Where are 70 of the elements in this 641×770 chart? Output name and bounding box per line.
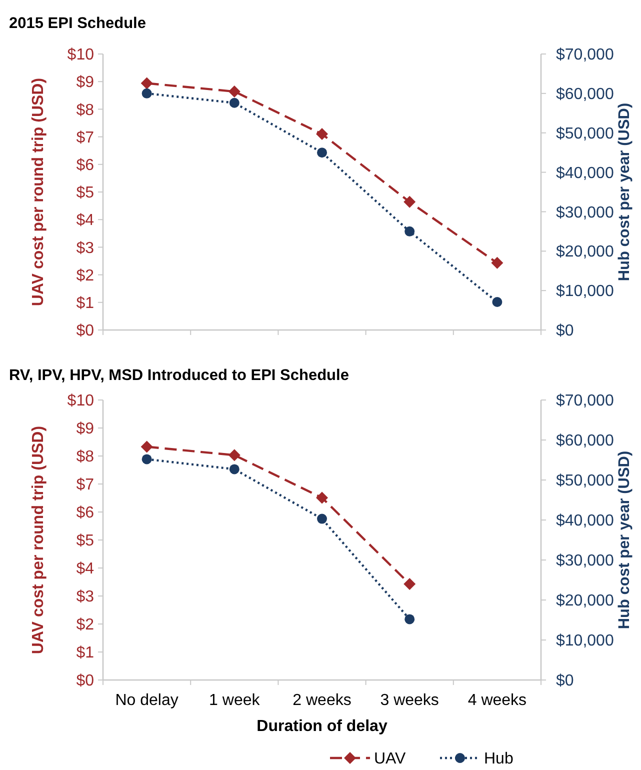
y-tick-label: $1 — [76, 295, 94, 312]
legend-label: UAV — [374, 750, 406, 768]
point — [404, 578, 416, 590]
y-tick-label: $3 — [76, 240, 94, 257]
y2-tick-label: $20,000 — [556, 592, 614, 610]
x-tick-label: 4 weeks — [468, 692, 527, 709]
point — [316, 492, 328, 504]
y-tick-label: $0 — [76, 322, 94, 340]
y2-tick-label: $10,000 — [556, 283, 614, 300]
y-tick-label: $7 — [76, 476, 94, 494]
x-tick-label: No delay — [115, 692, 178, 709]
chart-title: RV, IPV, HPV, MSD Introduced to EPI Schedule — [9, 367, 350, 384]
y2-tick-label: $70,000 — [556, 46, 614, 64]
x-tick-label: 3 weeks — [380, 692, 439, 709]
point — [491, 256, 504, 269]
y2-tick-label: $20,000 — [556, 244, 614, 261]
chart-title: 2015 EPI Schedule — [9, 15, 146, 32]
y-tick-label: $3 — [76, 588, 94, 606]
y2-tick-label: $10,000 — [556, 632, 614, 650]
y2-tick-label: $30,000 — [556, 204, 614, 222]
y-tick-label: $10 — [67, 46, 94, 64]
y2-axis-title: Hub cost per year (USD) — [616, 450, 633, 630]
point — [142, 454, 152, 464]
y-tick-label: $9 — [76, 420, 94, 438]
x-tick-label: 1 week — [209, 692, 261, 709]
x-axis-title: Duration of delay — [256, 718, 388, 735]
y-tick-label: $4 — [76, 212, 94, 230]
point — [317, 514, 327, 524]
point — [229, 464, 240, 474]
legend-label: Hub — [484, 750, 514, 768]
point — [229, 98, 240, 108]
x-tick-label: 2 weeks — [292, 692, 352, 709]
y-tick-label: $2 — [76, 267, 94, 284]
point — [404, 196, 416, 208]
y2-tick-label: $50,000 — [556, 472, 614, 490]
y-tick-label: $7 — [76, 129, 94, 146]
y2-tick-label: $50,000 — [556, 125, 614, 142]
point — [228, 449, 240, 462]
y2-tick-label: $60,000 — [556, 86, 614, 104]
point — [404, 614, 415, 624]
y-tick-label: $8 — [76, 448, 94, 466]
point — [142, 88, 152, 98]
y-tick-label: $6 — [76, 157, 94, 174]
y2-tick-label: $0 — [556, 322, 574, 340]
point — [228, 86, 240, 98]
y-tick-label: $6 — [76, 504, 94, 522]
y-axis-title: UAV cost per round trip (USD) — [30, 78, 47, 306]
point — [492, 297, 502, 308]
y2-tick-label: $70,000 — [556, 392, 614, 410]
point — [140, 440, 153, 453]
y-tick-label: $1 — [76, 644, 94, 662]
y2-tick-label: $40,000 — [556, 164, 614, 182]
y-tick-label: $5 — [76, 184, 94, 202]
y-tick-label: $5 — [76, 532, 94, 550]
y2-tick-label: $40,000 — [556, 512, 614, 530]
y-tick-label: $10 — [67, 392, 94, 410]
y2-tick-label: $30,000 — [556, 552, 614, 570]
y-tick-label: $2 — [76, 616, 94, 634]
point — [140, 77, 153, 90]
y-tick-label: $8 — [76, 102, 94, 119]
y-axis-title: UAV cost per round trip (USD) — [30, 426, 47, 654]
y2-axis-title: Hub cost per year (USD) — [616, 102, 633, 282]
y-tick-label: $4 — [76, 560, 94, 578]
point — [317, 148, 327, 158]
point — [316, 128, 328, 140]
point — [404, 226, 415, 236]
y2-tick-label: $0 — [556, 672, 574, 690]
y2-tick-label: $60,000 — [556, 432, 614, 450]
y-tick-label: $0 — [76, 672, 94, 690]
y-tick-label: $9 — [76, 74, 94, 92]
